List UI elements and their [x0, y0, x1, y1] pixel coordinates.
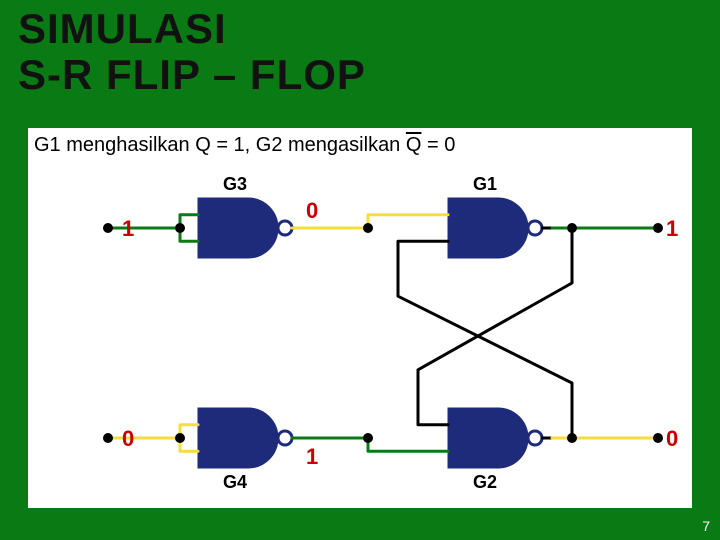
slide-title: SIMULASI S-R FLIP – FLOP	[18, 6, 366, 98]
title-line-2: S-R FLIP – FLOP	[18, 51, 366, 98]
page-number: 7	[702, 518, 710, 534]
diagram-panel: G1 menghasilkan Q = 1, G2 mengasilkan Q …	[28, 128, 692, 508]
svg-text:G3: G3	[223, 174, 247, 194]
svg-text:0: 0	[666, 426, 678, 451]
svg-text:G4: G4	[223, 472, 247, 492]
title-line-1: SIMULASI	[18, 5, 227, 52]
slide-root: SIMULASI S-R FLIP – FLOP G1 menghasilkan…	[0, 0, 720, 540]
svg-text:1: 1	[666, 216, 678, 241]
svg-text:G2: G2	[473, 472, 497, 492]
circuit-svg: G3 G4 G1 G2 1 0 0 1 1 0	[28, 128, 692, 508]
svg-text:1: 1	[306, 444, 318, 469]
svg-text:0: 0	[306, 198, 318, 223]
svg-text:1: 1	[122, 216, 134, 241]
svg-text:0: 0	[122, 426, 134, 451]
svg-text:G1: G1	[473, 174, 497, 194]
